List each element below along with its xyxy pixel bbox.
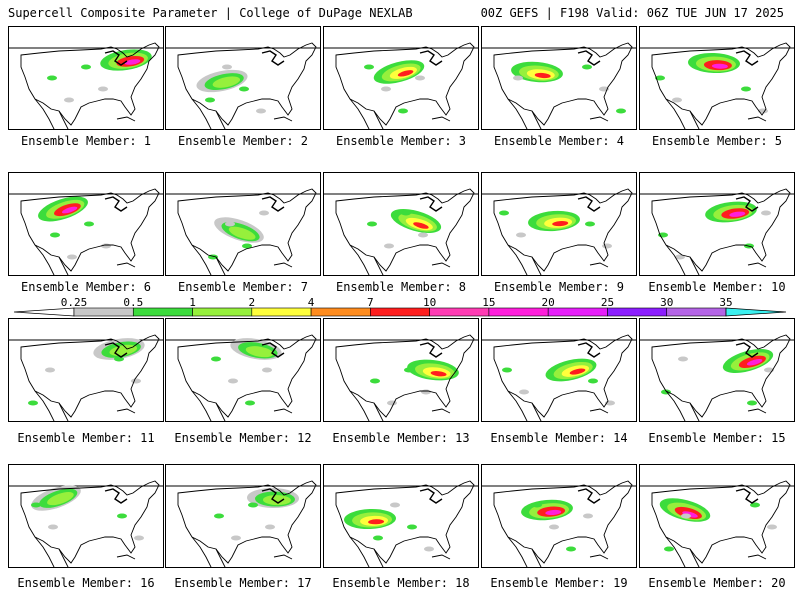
- scale-swatch: [429, 307, 490, 317]
- us-basemap: [166, 42, 320, 129]
- us-basemap: [166, 188, 320, 275]
- ensemble-map-panel: [165, 172, 321, 276]
- us-basemap: [482, 480, 636, 567]
- scale-swatch: [488, 307, 549, 317]
- color-scale-bar: [13, 307, 787, 317]
- scale-tick-label: 30: [660, 296, 674, 309]
- ensemble-map-panel: [639, 172, 795, 276]
- scale-tick-label: 10: [423, 296, 437, 309]
- us-basemap: [482, 188, 636, 275]
- ensemble-member-label: Ensemble Member: 5: [651, 134, 783, 148]
- ensemble-member-label: Ensemble Member: 1: [20, 134, 152, 148]
- ensemble-member-label: Ensemble Member: 13: [332, 431, 470, 445]
- us-basemap: [640, 334, 794, 421]
- ensemble-map-panel: [323, 172, 479, 276]
- scale-low-arrow: [13, 307, 75, 317]
- scale-swatch: [192, 307, 253, 317]
- ensemble-map-panel: [323, 26, 479, 130]
- scale-swatch: [547, 307, 608, 317]
- ensemble-map-panel: [323, 318, 479, 422]
- ensemble-member-label: Ensemble Member: 17: [174, 576, 312, 590]
- ensemble-member-label: Ensemble Member: 10: [648, 280, 786, 294]
- ensemble-map-panel: [165, 318, 321, 422]
- ensemble-map-panel: [639, 26, 795, 130]
- ensemble-member-label: Ensemble Member: 2: [177, 134, 309, 148]
- ensemble-member-label: Ensemble Member: 20: [648, 576, 786, 590]
- us-basemap: [482, 334, 636, 421]
- us-basemap: [166, 334, 320, 421]
- ensemble-map-panel: [639, 318, 795, 422]
- us-basemap: [9, 334, 163, 421]
- scale-tick-label: 2: [248, 296, 256, 309]
- us-basemap: [640, 42, 794, 129]
- us-basemap: [324, 188, 478, 275]
- ensemble-map-panel: [481, 318, 637, 422]
- ensemble-map-panel: [165, 26, 321, 130]
- ensemble-member-label: Ensemble Member: 8: [335, 280, 467, 294]
- scale-swatch: [251, 307, 312, 317]
- ensemble-member-label: Ensemble Member: 15: [648, 431, 786, 445]
- scale-swatch: [132, 307, 193, 317]
- scale-swatch: [607, 307, 668, 317]
- ensemble-member-label: Ensemble Member: 4: [493, 134, 625, 148]
- ensemble-member-label: Ensemble Member: 6: [20, 280, 152, 294]
- scale-tick-label: 1: [189, 296, 196, 309]
- ensemble-map-panel: [8, 172, 164, 276]
- ensemble-member-label: Ensemble Member: 3: [335, 134, 467, 148]
- map-title: Supercell Composite Parameter | College …: [8, 6, 413, 20]
- us-basemap: [482, 42, 636, 129]
- ensemble-map-panel: [8, 318, 164, 422]
- us-basemap: [324, 42, 478, 129]
- scale-swatch: [370, 307, 430, 317]
- us-basemap: [640, 480, 794, 567]
- ensemble-map-panel: [481, 26, 637, 130]
- ensemble-map-panel: [639, 464, 795, 568]
- us-basemap: [9, 42, 163, 129]
- ensemble-map-panel: [323, 464, 479, 568]
- scale-tick-label: 25: [600, 296, 615, 309]
- ensemble-member-label: Ensemble Member: 19: [490, 576, 628, 590]
- us-basemap: [640, 188, 794, 275]
- ensemble-map-panel: [8, 26, 164, 130]
- ensemble-member-label: Ensemble Member: 11: [17, 431, 155, 445]
- us-basemap: [324, 480, 478, 567]
- us-basemap: [324, 334, 478, 421]
- scale-tick-label: 0.25: [60, 296, 88, 309]
- ensemble-member-label: Ensemble Member: 7: [177, 280, 309, 294]
- ensemble-member-label: Ensemble Member: 9: [493, 280, 625, 294]
- ensemble-map-panel: [481, 172, 637, 276]
- us-basemap: [9, 480, 163, 567]
- run-valid-time: 00Z GEFS | F198 Valid: 06Z TUE JUN 17 20…: [480, 6, 784, 20]
- scale-tick-label: 7: [367, 296, 374, 309]
- ensemble-member-label: Ensemble Member: 12: [174, 431, 312, 445]
- ensemble-member-label: Ensemble Member: 16: [17, 576, 155, 590]
- ensemble-map-panel: [165, 464, 321, 568]
- scale-tick-label: 15: [482, 296, 496, 309]
- us-basemap: [166, 480, 320, 567]
- scale-tick-label: 20: [541, 296, 555, 309]
- scale-tick-label: 0.5: [123, 296, 144, 309]
- ensemble-member-label: Ensemble Member: 14: [490, 431, 628, 445]
- ensemble-member-label: Ensemble Member: 18: [332, 576, 470, 590]
- us-basemap: [9, 188, 163, 275]
- scale-swatch: [73, 307, 134, 317]
- scale-swatch: [310, 307, 371, 317]
- scale-swatch: [666, 307, 727, 317]
- scale-tick-label: 4: [307, 296, 315, 309]
- ensemble-map-panel: [481, 464, 637, 568]
- ensemble-map-panel: [8, 464, 164, 568]
- scale-tick-label: 35: [719, 296, 733, 309]
- scale-high-arrow: [725, 307, 787, 317]
